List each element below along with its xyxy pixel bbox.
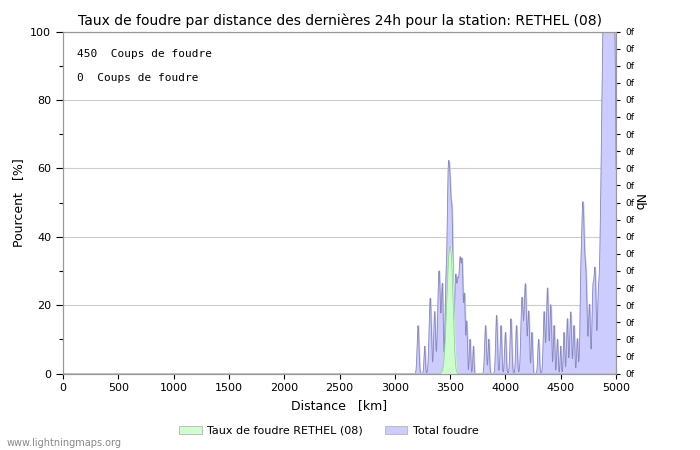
Y-axis label: Nb: Nb — [632, 194, 645, 211]
Y-axis label: Pourcent   [%]: Pourcent [%] — [12, 158, 24, 247]
X-axis label: Distance   [km]: Distance [km] — [291, 399, 388, 412]
Title: Taux de foudre par distance des dernières 24h pour la station: RETHEL (08): Taux de foudre par distance des dernière… — [78, 13, 601, 27]
Text: www.lightningmaps.org: www.lightningmaps.org — [7, 438, 122, 448]
Legend: Taux de foudre RETHEL (08), Total foudre: Taux de foudre RETHEL (08), Total foudre — [175, 421, 483, 440]
Text: 0  Coups de foudre: 0 Coups de foudre — [77, 72, 198, 82]
Text: 450  Coups de foudre: 450 Coups de foudre — [77, 49, 212, 58]
